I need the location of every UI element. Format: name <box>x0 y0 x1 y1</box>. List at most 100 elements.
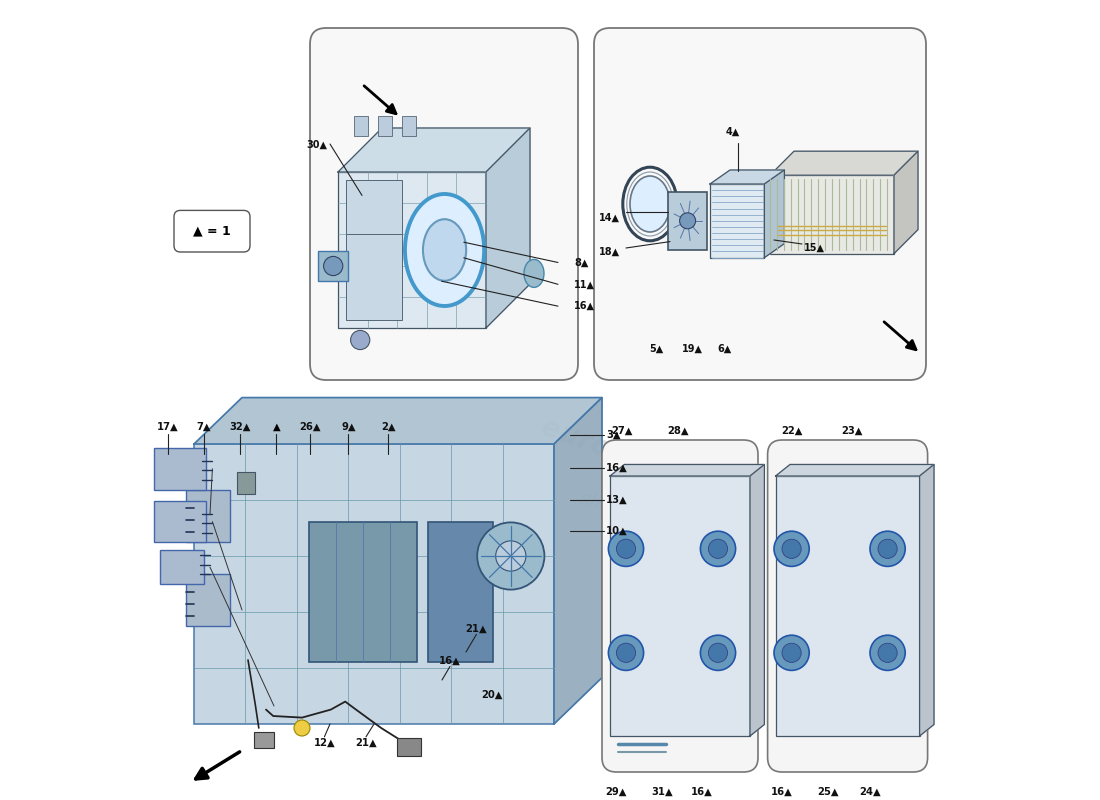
Bar <box>610 476 750 736</box>
Text: 22▲: 22▲ <box>781 426 802 436</box>
Text: 17▲: 17▲ <box>156 422 178 432</box>
Text: since 1988: since 1988 <box>576 489 683 543</box>
Polygon shape <box>770 151 918 175</box>
Polygon shape <box>710 170 784 184</box>
Bar <box>354 116 368 136</box>
Circle shape <box>351 330 370 350</box>
Text: 3▲: 3▲ <box>606 430 620 440</box>
Bar <box>254 732 274 748</box>
Polygon shape <box>764 170 784 258</box>
Circle shape <box>608 635 644 670</box>
Circle shape <box>701 531 736 566</box>
Polygon shape <box>486 128 530 328</box>
Bar <box>318 251 349 282</box>
Text: ▲ = 1: ▲ = 1 <box>194 225 231 238</box>
FancyBboxPatch shape <box>174 210 250 252</box>
Polygon shape <box>920 465 934 736</box>
Text: 10▲: 10▲ <box>606 526 628 536</box>
Bar <box>669 192 707 250</box>
Text: 24▲: 24▲ <box>859 786 881 797</box>
Text: 23▲: 23▲ <box>840 426 862 436</box>
Circle shape <box>496 541 526 571</box>
Text: 28▲: 28▲ <box>668 426 689 436</box>
Text: 16▲: 16▲ <box>574 301 595 311</box>
Text: ▲: ▲ <box>273 422 280 432</box>
Bar <box>186 490 230 542</box>
Text: 19▲: 19▲ <box>682 344 703 354</box>
Polygon shape <box>894 151 918 254</box>
Text: 14▲: 14▲ <box>598 213 619 222</box>
Circle shape <box>870 635 905 670</box>
Circle shape <box>782 643 801 662</box>
Bar <box>710 184 764 258</box>
Text: 31▲: 31▲ <box>651 786 673 797</box>
Circle shape <box>774 531 810 566</box>
Text: 2▲: 2▲ <box>381 422 396 432</box>
Text: 7▲: 7▲ <box>196 422 211 432</box>
Text: 32▲: 32▲ <box>229 422 251 432</box>
Polygon shape <box>610 465 764 476</box>
Text: 18▲: 18▲ <box>598 247 620 257</box>
Text: 12▲: 12▲ <box>314 738 336 747</box>
Circle shape <box>616 643 636 662</box>
Text: 16▲: 16▲ <box>691 786 713 797</box>
Text: 30▲: 30▲ <box>306 139 327 150</box>
Circle shape <box>870 531 905 566</box>
Text: 26▲: 26▲ <box>299 422 321 432</box>
Polygon shape <box>194 398 602 444</box>
Text: 16▲: 16▲ <box>439 656 461 666</box>
Bar <box>338 172 486 328</box>
Text: 4▲: 4▲ <box>726 126 740 137</box>
Polygon shape <box>554 398 602 724</box>
Ellipse shape <box>405 194 484 306</box>
Polygon shape <box>338 128 530 172</box>
Text: 27▲: 27▲ <box>612 426 632 436</box>
Text: 29▲: 29▲ <box>606 786 627 797</box>
Text: 20▲: 20▲ <box>482 690 503 700</box>
Ellipse shape <box>524 259 544 287</box>
Text: 21▲: 21▲ <box>465 624 487 634</box>
Circle shape <box>294 720 310 736</box>
Text: 21▲: 21▲ <box>355 738 377 747</box>
Circle shape <box>323 256 343 275</box>
Text: 25▲: 25▲ <box>817 786 838 797</box>
Bar <box>154 448 206 490</box>
Bar <box>194 444 554 724</box>
Circle shape <box>878 539 898 558</box>
Text: 16▲: 16▲ <box>771 786 793 797</box>
FancyBboxPatch shape <box>768 440 927 772</box>
Polygon shape <box>750 465 764 736</box>
Text: euro car parts: euro car parts <box>537 413 755 515</box>
Circle shape <box>616 539 636 558</box>
Bar <box>309 522 417 662</box>
Text: 9▲: 9▲ <box>341 422 355 432</box>
Text: 13▲: 13▲ <box>606 495 628 505</box>
FancyBboxPatch shape <box>310 28 578 380</box>
Circle shape <box>878 643 898 662</box>
Circle shape <box>782 539 801 558</box>
Circle shape <box>708 539 727 558</box>
Circle shape <box>608 531 644 566</box>
Circle shape <box>680 213 695 229</box>
Text: 11▲: 11▲ <box>574 279 595 290</box>
Circle shape <box>701 635 736 670</box>
Circle shape <box>708 643 727 662</box>
Text: 8▲: 8▲ <box>574 258 589 267</box>
Bar <box>186 574 230 626</box>
Text: 16▲: 16▲ <box>606 463 628 473</box>
Bar <box>160 550 204 584</box>
Bar <box>346 234 403 320</box>
Ellipse shape <box>424 219 466 281</box>
Circle shape <box>477 522 544 590</box>
Bar <box>346 180 403 234</box>
Circle shape <box>774 635 810 670</box>
FancyBboxPatch shape <box>602 440 758 772</box>
Bar <box>770 175 894 254</box>
Ellipse shape <box>630 176 670 232</box>
Text: 6▲: 6▲ <box>717 344 732 354</box>
Bar <box>378 116 393 136</box>
Bar <box>428 522 493 662</box>
FancyBboxPatch shape <box>594 28 926 380</box>
Text: 5▲: 5▲ <box>649 344 663 354</box>
Polygon shape <box>776 465 934 476</box>
